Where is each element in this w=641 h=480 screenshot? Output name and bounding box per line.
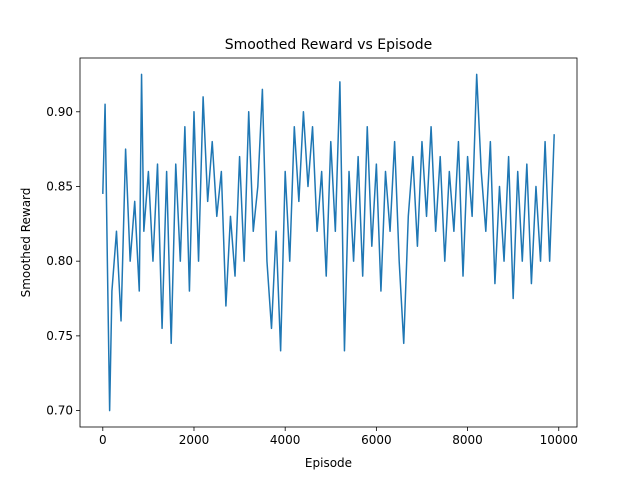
y-tick-label: 0.75 xyxy=(46,329,73,343)
x-tick-label: 8000 xyxy=(452,433,483,447)
y-axis-label: Smoothed Reward xyxy=(19,188,33,298)
x-axis-label: Episode xyxy=(305,456,352,470)
x-tick-label: 6000 xyxy=(361,433,392,447)
y-tick-label: 0.70 xyxy=(46,404,73,418)
x-tick-label: 2000 xyxy=(179,433,210,447)
plot-frame xyxy=(79,57,578,428)
y-tick-label: 0.80 xyxy=(46,254,73,268)
data-line xyxy=(102,73,555,412)
x-tick-label: 4000 xyxy=(270,433,301,447)
y-tick-label: 0.90 xyxy=(46,105,73,119)
x-tick-label: 0 xyxy=(99,433,107,447)
x-tick-label: 10000 xyxy=(540,433,578,447)
y-tick-label: 0.85 xyxy=(46,179,73,193)
chart-title: Smoothed Reward vs Episode xyxy=(225,37,433,53)
